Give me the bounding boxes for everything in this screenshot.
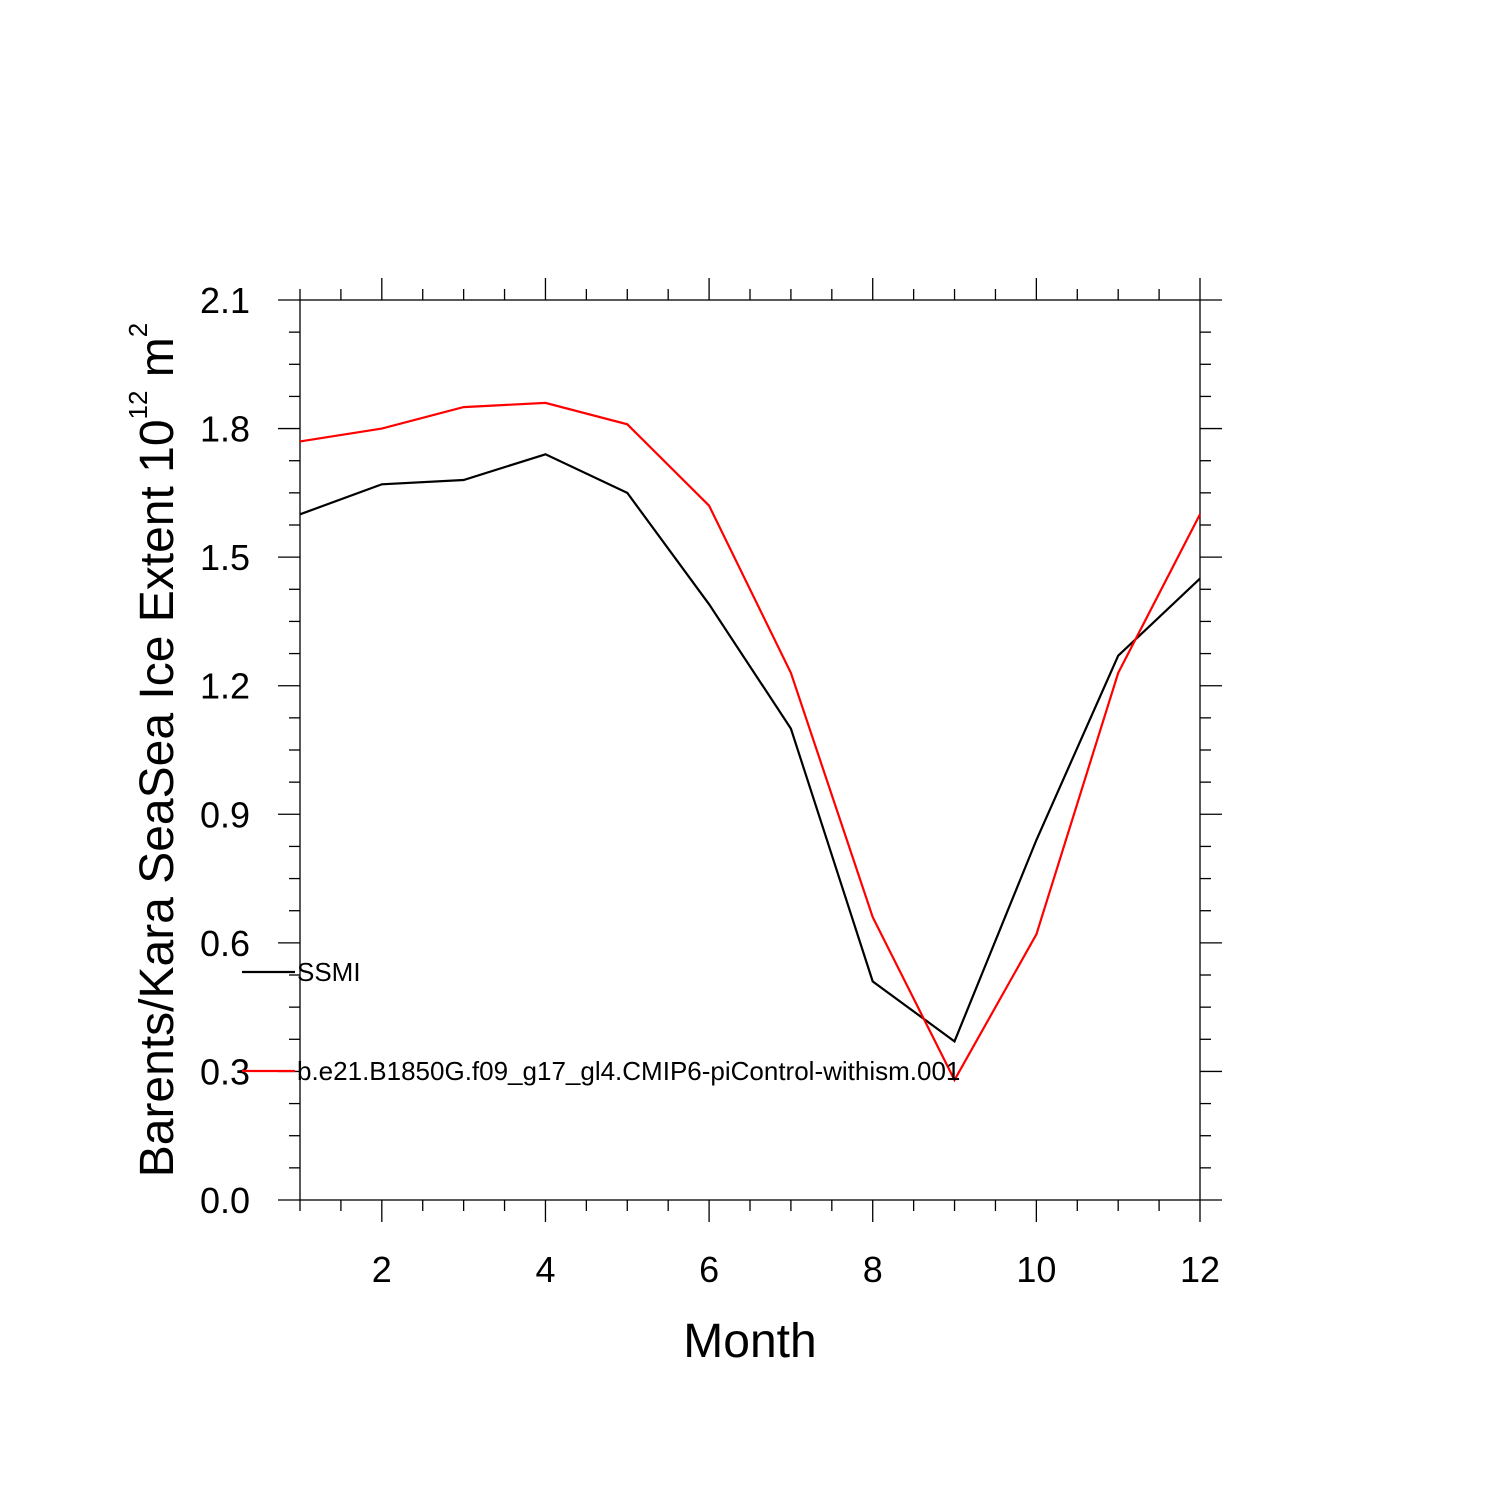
y-tick-label: 1.5 <box>200 537 250 578</box>
legend-label-1: SSMI <box>297 957 361 987</box>
series-line-1 <box>299 453 1201 1044</box>
y-tick-label: 0.3 <box>200 1051 250 1092</box>
x-tick-label: 2 <box>372 1249 392 1290</box>
x-tick-label: 4 <box>535 1249 555 1290</box>
series-lines <box>299 401 1201 1083</box>
y-tick-label: 1.8 <box>200 409 250 450</box>
x-axis-title: Month <box>683 1315 816 1368</box>
x-tick-label: 10 <box>1016 1249 1056 1290</box>
x-tick-label: 8 <box>863 1249 883 1290</box>
y-axis-title: Barents/Kara SeaSea Ice Extent 1012 m2 <box>123 323 184 1178</box>
legend: SSMI b.e21.B1850G.f09_g17_gl4.CMIP6-piCon… <box>242 957 960 1086</box>
x-tick-label: 6 <box>699 1249 719 1290</box>
y-axis-title-sup1: 12 <box>123 391 153 420</box>
series-line-2 <box>299 401 1201 1083</box>
y-tick-label: 1.2 <box>200 666 250 707</box>
y-axis-title-sup2: 2 <box>123 323 153 337</box>
y-axis-title-mid: m <box>131 337 184 390</box>
axis-ticks <box>278 278 1222 1222</box>
x-tick-label: 12 <box>1180 1249 1220 1290</box>
tick-labels: 2 4 6 8 10 12 0.0 0.3 0.6 0.9 1.2 1.5 1.8 2.1 <box>200 280 1220 1290</box>
y-axis-title-main: Barents/Kara SeaSea Ice Extent 10 <box>131 419 184 1177</box>
legend-label-2: b.e21.B1850G.f09_g17_gl4.CMIP6-piControl… <box>297 1056 960 1086</box>
y-tick-label: 0.6 <box>200 923 250 964</box>
y-tick-label: 2.1 <box>200 280 250 321</box>
y-tick-label: 0.0 <box>200 1180 250 1221</box>
y-tick-label: 0.9 <box>200 794 250 835</box>
